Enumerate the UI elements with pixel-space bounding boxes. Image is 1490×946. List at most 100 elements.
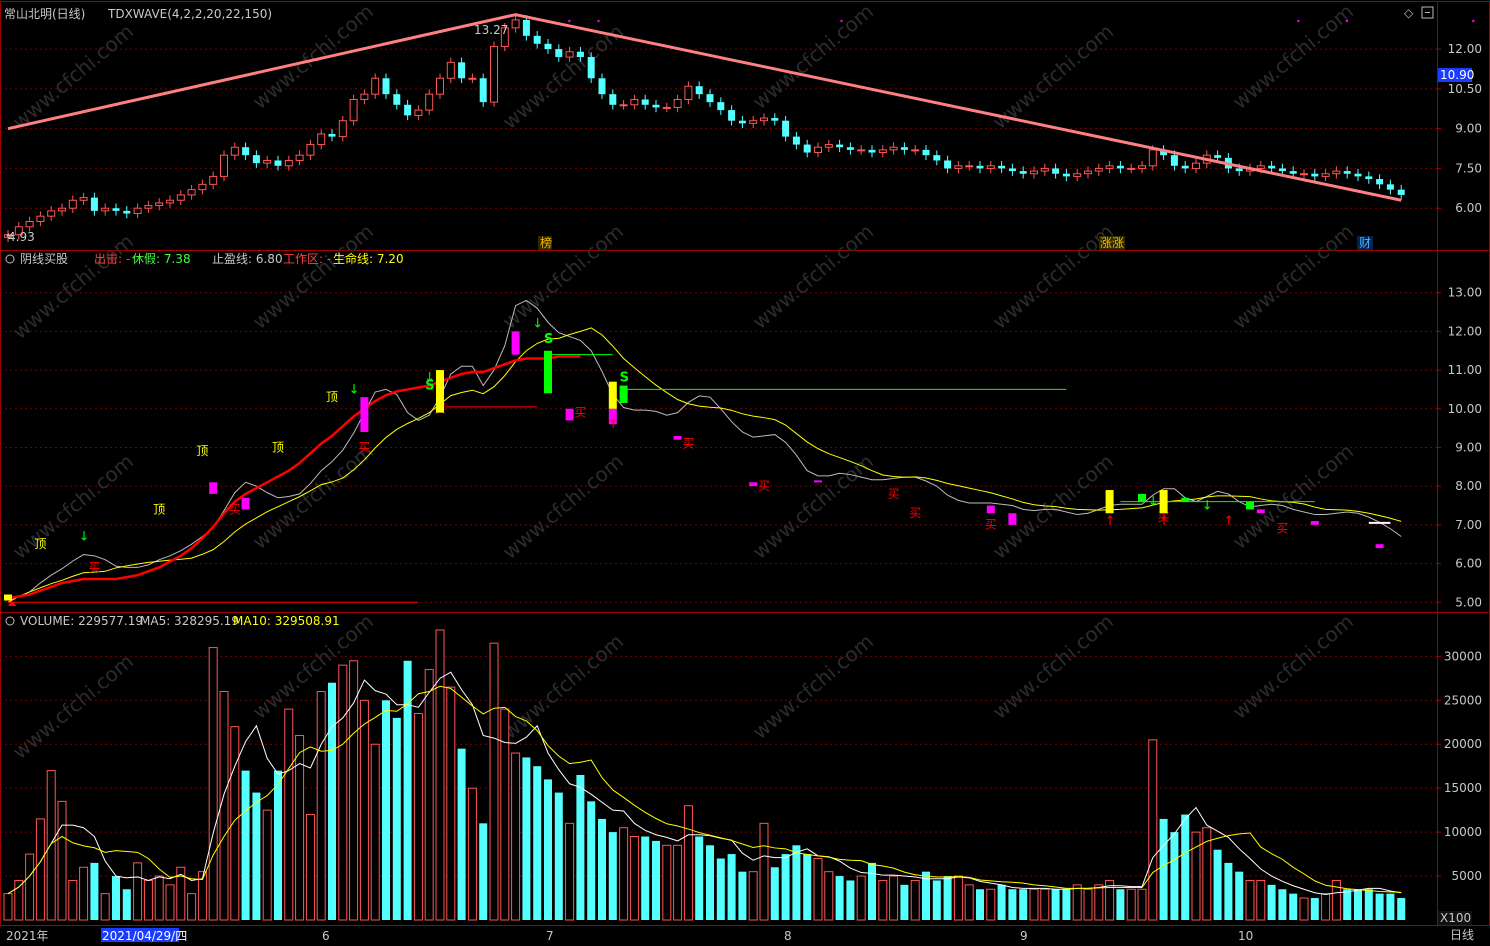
volume-bar-down [868, 862, 876, 920]
volume-bar-down [122, 889, 131, 920]
osc-magenta-bar [749, 482, 758, 487]
volume-bar-down [1224, 862, 1233, 920]
down-arrow-icon: ↓ [1202, 498, 1213, 513]
candle-body-down [555, 49, 563, 58]
price-y-axis: 12.00 10.50 9.00 7.50 6.00 [1437, 42, 1482, 215]
osc-axis-label: 7.00 [1455, 518, 1482, 532]
marker-dot [1472, 19, 1475, 23]
top-signal-label: 顶 [153, 502, 165, 516]
volume-ma10-line [7, 685, 1402, 895]
volume-bar-down [922, 871, 930, 920]
volume-bar-down [1386, 893, 1395, 920]
candle-body-up [414, 109, 423, 116]
candle-body-up [565, 51, 574, 58]
candle-body-down [1052, 168, 1060, 174]
volume-bar-down [608, 832, 617, 920]
volume-bar-down [554, 792, 563, 920]
marker-dot [1345, 19, 1349, 23]
candle-body-down [393, 94, 401, 105]
start-block [4, 594, 12, 601]
candle-body-up [1094, 167, 1103, 172]
x-label-sep: 9 [1020, 929, 1028, 943]
top-signal-label: 顶 [326, 390, 338, 404]
candle-body-up [878, 149, 887, 154]
candle-body-down [598, 78, 606, 95]
candlesticks [4, 15, 1405, 243]
down-arrow-icon: ↓ [79, 529, 90, 544]
price-axis-label: 9.00 [1455, 122, 1482, 136]
event-tag-list[interactable]: 榜 [540, 235, 552, 250]
volume-bar-down [997, 884, 1006, 920]
up-arrow-icon: ↑ [1105, 514, 1116, 529]
candle-body-up [349, 98, 358, 122]
x-label-oct: 10 [1238, 929, 1253, 943]
volume-bar-up [176, 866, 186, 921]
candle-body-up [1127, 167, 1136, 170]
candle-body-down [1214, 155, 1222, 158]
osc-yellow-bar [1159, 490, 1168, 514]
price-axis-label: 6.00 [1455, 201, 1482, 215]
candle-body-down [717, 102, 725, 111]
osc-magenta-bar [565, 408, 574, 421]
candle-body-up [749, 120, 758, 124]
diamond-icon[interactable]: ◇ [1404, 6, 1414, 20]
osc-magenta-bar [1375, 544, 1384, 549]
volume-collapse-icon[interactable] [5, 616, 15, 626]
candle-body-down [1397, 189, 1405, 195]
volume-bar-up [446, 686, 456, 921]
candle-body-down [576, 51, 584, 58]
event-tag-finance[interactable]: 财 [1359, 236, 1371, 250]
candle-body-down [123, 210, 131, 214]
volume-bar-down [1343, 889, 1352, 920]
candle-body-up [79, 197, 88, 201]
event-tag-rise[interactable]: 涨涨 [1100, 235, 1124, 250]
candle-body-up [1138, 165, 1146, 169]
sell-signal-label: S [425, 378, 434, 393]
x-label-cursor-date[interactable]: 2021/04/29/四 [102, 929, 187, 943]
volume-bar-up [1105, 879, 1115, 921]
volume-bar-up [79, 866, 89, 921]
candle-body-up [468, 77, 477, 80]
down-arrow-icon: ↓ [532, 317, 543, 332]
period-label[interactable]: 日线 [1450, 928, 1474, 942]
volume-bar-up [683, 805, 693, 921]
volume-bar-up [1191, 831, 1201, 921]
volume-bar-up [824, 871, 834, 921]
candle-body-down [522, 19, 530, 36]
candle-body-down [1268, 165, 1276, 169]
volume-bar-down [900, 884, 909, 920]
osc-axis-label: 11.00 [1448, 363, 1482, 377]
volume-bar-up [208, 647, 218, 921]
panel-collapse-icon[interactable] [5, 254, 15, 264]
price-panel: 常山北明(日线) TDXWAVE(4,2,2,20,22,150) ◇ 12.0… [4, 6, 1482, 250]
candle-body-down [792, 136, 800, 145]
volume-bar-up [1202, 827, 1212, 921]
candle-body-up [371, 77, 380, 95]
wave-trend-line [7, 13, 1402, 202]
volume-bar-down [1289, 893, 1298, 920]
x-label-aug: 8 [784, 929, 792, 943]
volume-y-axis: 30000 25000 20000 15000 10000 5000 [1437, 649, 1482, 883]
panel-toggle-icon[interactable] [1421, 6, 1434, 19]
volume-bar-down [522, 757, 531, 920]
candle-body-down [479, 78, 487, 103]
osc-red-line [7, 355, 581, 600]
candle-body-up [814, 146, 822, 154]
volume-bar-down [457, 748, 466, 920]
candle-body-up [58, 207, 66, 212]
candle-body-up [187, 189, 196, 196]
volume-bar-up [964, 884, 974, 921]
candle-body-down [587, 57, 595, 79]
candle-body-down [836, 144, 844, 148]
osc-title: 阴线买股 [20, 252, 68, 266]
low-arrow-icon: ← [6, 229, 15, 242]
wave-indicator-label: TDXWAVE(4,2,2,20,22,150) [107, 7, 272, 21]
candle-body-up [619, 104, 628, 107]
sell-signal-label: S [544, 332, 553, 347]
candle-body-up [1073, 173, 1082, 177]
current-price-value: 10.90 [1440, 68, 1474, 82]
volume-bar-down [1213, 849, 1222, 920]
candle-body-down [252, 155, 260, 164]
volume-bar-up [305, 814, 315, 921]
